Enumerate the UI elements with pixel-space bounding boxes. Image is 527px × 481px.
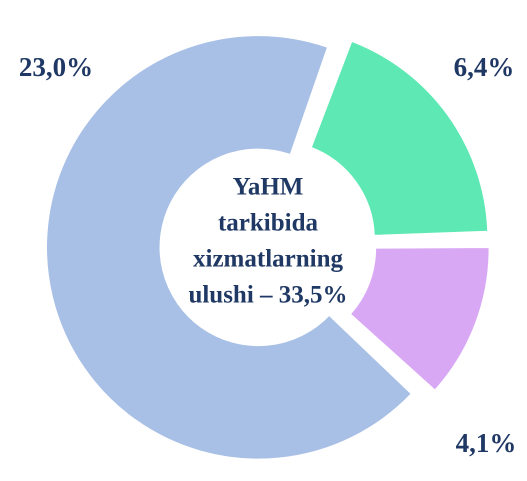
data-label: 23,0% [19, 52, 93, 82]
center-title: YaHM [233, 174, 304, 201]
center-title: tarkibida [218, 210, 319, 237]
donut-slice [310, 40, 489, 237]
data-label: 4,1% [456, 428, 517, 458]
center-title: xizmatlarning [193, 246, 343, 273]
data-label: 6,4% [454, 52, 515, 82]
donut-slice [45, 34, 413, 461]
center-title: ulushi – 33,5% [188, 282, 347, 309]
donut-slice [349, 246, 491, 392]
